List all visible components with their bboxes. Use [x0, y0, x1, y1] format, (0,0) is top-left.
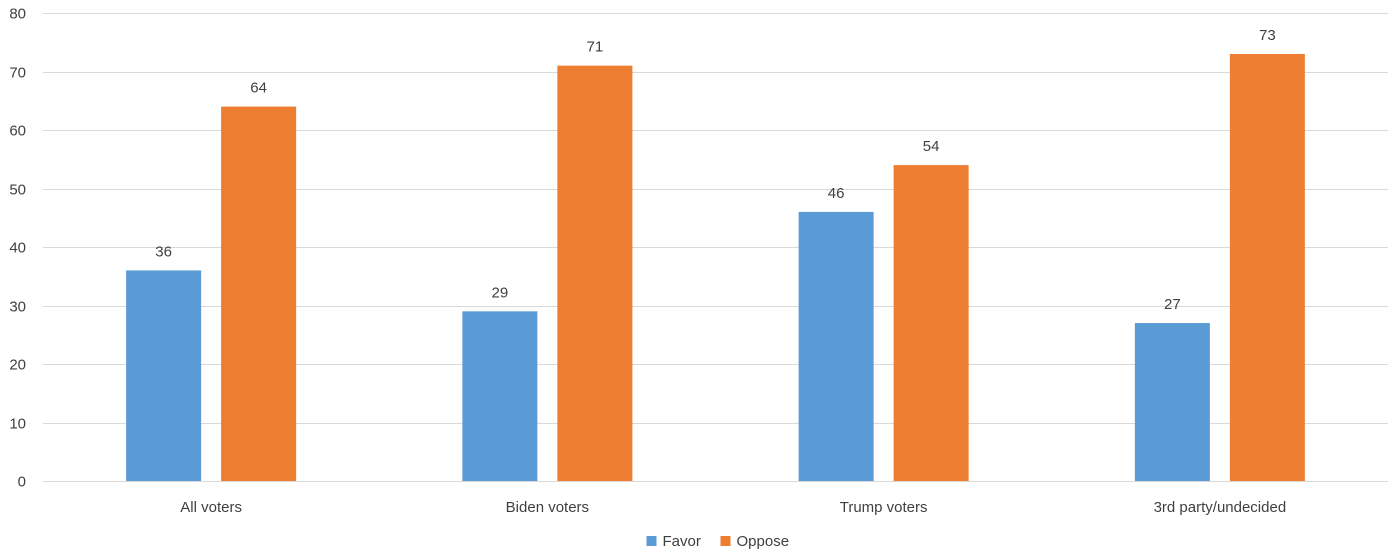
- y-tick-label-60: 60: [9, 123, 26, 140]
- bar-favor-trump-voters: [798, 211, 874, 481]
- legend: Favor Oppose: [646, 533, 790, 550]
- bar-favor-all-voters: [126, 270, 202, 481]
- bar-oppose-biden-voters: [557, 65, 633, 482]
- y-tick-label-10: 10: [9, 416, 26, 433]
- x-tick-label-trump-voters: Trump voters: [840, 499, 928, 516]
- y-tick-label-80: 80: [9, 6, 26, 23]
- data-labels: 36 64 29 71 46 54 27 73: [155, 27, 1275, 313]
- y-axis-ticks: 0 10 20 30 40 50 60 70 80: [9, 6, 26, 491]
- data-label-favor-all-voters: 36: [155, 243, 172, 260]
- legend-label-favor: Favor: [663, 533, 701, 550]
- x-tick-label-all-voters: All voters: [180, 499, 242, 516]
- data-label-oppose-3rd-party-undecided: 73: [1259, 27, 1276, 44]
- bar-oppose-all-voters: [221, 106, 297, 481]
- bar-oppose-trump-voters: [893, 165, 969, 481]
- data-label-oppose-trump-voters: 54: [923, 138, 940, 155]
- y-tick-label-40: 40: [9, 240, 26, 257]
- data-label-favor-biden-voters: 29: [492, 284, 509, 301]
- bar-oppose-3rd-party-undecided: [1229, 53, 1305, 481]
- x-axis-categories: All voters Biden voters Trump voters 3rd pa…: [180, 499, 1286, 516]
- y-tick-label-70: 70: [9, 65, 26, 82]
- legend-label-oppose: Oppose: [737, 533, 790, 550]
- data-label-favor-3rd-party-undecided: 27: [1164, 296, 1181, 313]
- data-label-oppose-all-voters: 64: [250, 80, 267, 97]
- legend-swatch-oppose: [720, 536, 731, 546]
- y-tick-label-20: 20: [9, 357, 26, 374]
- y-tick-label-30: 30: [9, 299, 26, 316]
- bar-favor-3rd-party-undecided: [1134, 323, 1210, 481]
- data-label-oppose-biden-voters: 71: [587, 39, 604, 56]
- bar-favor-biden-voters: [462, 311, 538, 481]
- x-tick-label-3rd-party-undecided: 3rd party/undecided: [1154, 499, 1287, 516]
- y-tick-label-50: 50: [9, 182, 26, 199]
- bars: [126, 53, 1305, 482]
- legend-swatch-favor: [646, 536, 657, 546]
- x-tick-label-biden-voters: Biden voters: [506, 499, 589, 516]
- data-label-favor-trump-voters: 46: [828, 185, 845, 202]
- y-tick-label-0: 0: [18, 474, 26, 491]
